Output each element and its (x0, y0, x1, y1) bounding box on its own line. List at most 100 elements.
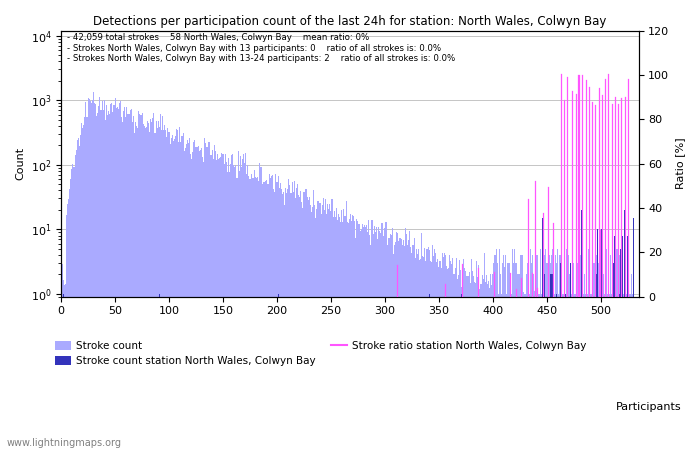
Bar (174, 139, 175, 450)
Bar (162, 116, 163, 450)
Bar (153, 113, 155, 450)
Bar (349, 219, 350, 450)
Bar (344, 216, 346, 450)
Bar (513, 263, 514, 450)
Bar (150, 118, 151, 450)
Bar (95, 104, 96, 450)
Bar (242, 158, 243, 450)
Bar (560, 255, 561, 450)
Bar (136, 126, 137, 450)
Bar (592, 263, 593, 450)
Text: Participants: Participants (616, 401, 682, 411)
Bar (458, 275, 459, 450)
Bar (556, 294, 557, 450)
Bar (193, 142, 195, 450)
Bar (337, 220, 338, 450)
Bar (134, 133, 135, 450)
Bar (309, 197, 310, 450)
Bar (629, 294, 631, 450)
Bar (587, 294, 589, 450)
Bar (285, 189, 286, 450)
Bar (125, 117, 127, 450)
Bar (421, 233, 422, 450)
Bar (463, 259, 464, 450)
Bar (146, 127, 147, 450)
Bar (378, 227, 379, 450)
Bar (160, 113, 161, 450)
Bar (254, 170, 255, 450)
Bar (219, 158, 220, 450)
Bar (235, 165, 237, 450)
Bar (472, 270, 473, 450)
Bar (606, 249, 607, 450)
Bar (372, 234, 374, 450)
Bar (568, 255, 569, 450)
Bar (323, 198, 324, 450)
Bar (434, 249, 435, 450)
Bar (572, 263, 573, 450)
Bar (571, 294, 572, 450)
Bar (89, 99, 90, 450)
Bar (120, 101, 121, 450)
Bar (537, 255, 538, 450)
Bar (62, 264, 63, 450)
Bar (64, 285, 65, 450)
Bar (245, 153, 246, 450)
Bar (144, 126, 145, 450)
Bar (478, 265, 480, 450)
Bar (585, 294, 586, 450)
Bar (281, 189, 282, 450)
Bar (624, 294, 625, 450)
Bar (610, 255, 611, 450)
Bar (542, 294, 543, 450)
Bar (277, 294, 279, 450)
Bar (496, 263, 498, 450)
Bar (297, 184, 298, 450)
Bar (159, 294, 160, 450)
Bar (551, 255, 552, 450)
Bar (353, 216, 354, 450)
Bar (327, 204, 328, 450)
Bar (486, 275, 487, 450)
Bar (103, 109, 104, 450)
Bar (362, 225, 363, 450)
Bar (553, 294, 554, 450)
Bar (122, 122, 123, 450)
Bar (68, 199, 69, 450)
Bar (158, 122, 159, 450)
Bar (473, 276, 474, 450)
Bar (510, 274, 511, 450)
Bar (456, 279, 458, 450)
Bar (167, 128, 169, 450)
Bar (511, 294, 512, 450)
Bar (354, 220, 355, 450)
Bar (298, 195, 299, 450)
Bar (627, 235, 629, 450)
Bar (92, 100, 93, 450)
Bar (468, 272, 470, 450)
Text: - 42,059 total strokes    58 North Wales, Colwyn Bay    mean ratio: 0%
- Strokes: - 42,059 total strokes 58 North Wales, C… (67, 33, 455, 63)
Bar (272, 175, 273, 450)
Bar (466, 276, 468, 450)
Bar (591, 294, 592, 450)
Bar (485, 283, 486, 450)
Bar (524, 294, 525, 450)
Bar (611, 294, 612, 450)
Bar (318, 203, 320, 450)
Bar (368, 220, 370, 450)
Bar (358, 224, 360, 450)
Bar (489, 288, 490, 450)
Bar (633, 218, 634, 450)
Bar (320, 203, 321, 450)
Bar (531, 263, 532, 450)
Bar (436, 262, 438, 450)
Bar (392, 228, 393, 450)
Bar (63, 280, 64, 450)
Bar (599, 274, 601, 450)
Bar (207, 147, 209, 450)
Bar (269, 174, 270, 450)
Bar (444, 255, 446, 450)
Bar (326, 214, 327, 450)
Bar (547, 263, 549, 450)
Bar (139, 114, 141, 450)
